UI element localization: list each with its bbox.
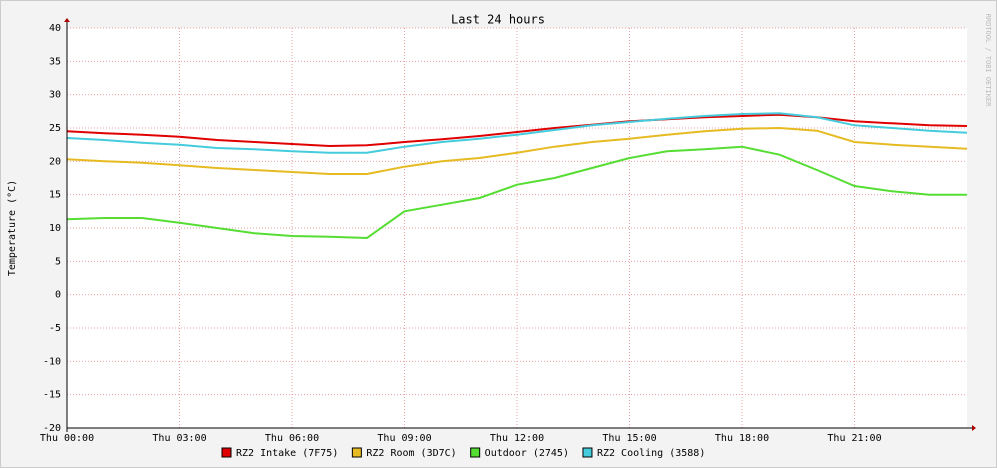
y-tick-label: 35	[49, 56, 61, 67]
y-tick-label: -20	[43, 423, 61, 434]
legend-swatch	[221, 447, 232, 458]
y-tick-label: 5	[55, 256, 61, 267]
legend-label: Outdoor (2745)	[485, 448, 569, 459]
legend-swatch	[351, 447, 362, 458]
x-tick-label: Thu 03:00	[152, 433, 206, 444]
y-axis-label: Temperature (°C)	[7, 180, 18, 276]
y-tick-label: 15	[49, 190, 61, 201]
x-tick-label: Thu 09:00	[377, 433, 431, 444]
series-line	[66, 126, 968, 175]
watermark: RRDTOOL / TOBI OETIKER	[984, 14, 992, 108]
y-tick-label: -10	[43, 356, 61, 367]
x-tick-label: Thu 12:00	[490, 433, 544, 444]
series-line	[66, 112, 968, 154]
y-arrow	[64, 18, 70, 22]
legend: RZ2 Intake (7F75) RZ2 Room (3D7C) Outdoor …	[221, 447, 705, 459]
series-line	[66, 145, 967, 240]
y-tick-label: 25	[49, 123, 61, 134]
legend-swatch	[470, 447, 481, 458]
x-tick-label: Thu 15:00	[602, 433, 656, 444]
y-tick-label: 30	[49, 90, 61, 101]
lines	[66, 112, 968, 240]
x-tick-label: Thu 21:00	[827, 433, 881, 444]
x-tick-label: Thu 00:00	[40, 433, 94, 444]
chart-title: Last 24 hours	[451, 13, 545, 27]
y-tick-label: 10	[49, 223, 61, 234]
x-tick-label: Thu 06:00	[265, 433, 319, 444]
x-arrow	[972, 425, 976, 431]
y-tick-label: 20	[49, 156, 61, 167]
y-tick-label: -5	[49, 323, 61, 334]
y-tick-label: 0	[55, 290, 61, 301]
legend-label: RZ2 Cooling (3588)	[597, 448, 705, 459]
x-tick-label: Thu 18:00	[715, 433, 769, 444]
y-tick-label: -15	[43, 390, 61, 401]
legend-label: RZ2 Room (3D7C)	[366, 448, 456, 459]
legend-label: RZ2 Intake (7F75)	[236, 448, 338, 459]
y-tick-label: 40	[49, 23, 61, 34]
legend-swatch	[582, 447, 593, 458]
